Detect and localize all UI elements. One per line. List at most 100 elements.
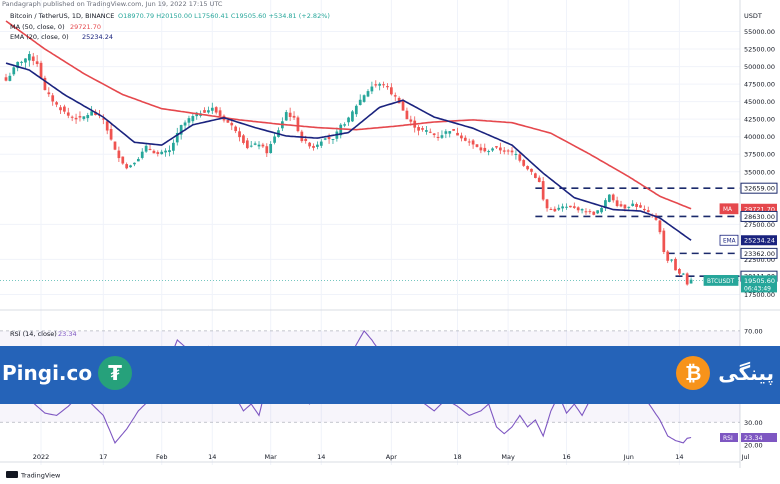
symbol-title[interactable]: Bitcoin / TetherUS, 1D, BINANCE xyxy=(10,12,114,20)
candle-body xyxy=(358,99,362,106)
candle-body xyxy=(47,92,51,95)
candle-body xyxy=(526,166,529,170)
price-axis-tick: 55000.00 xyxy=(744,28,775,36)
price-axis-tick: 52500.00 xyxy=(744,46,775,54)
rsi-legend-value: 23.34 xyxy=(58,330,77,338)
candle-body xyxy=(487,151,491,153)
candle-body xyxy=(432,133,436,136)
candle-body xyxy=(491,148,494,151)
candle-body xyxy=(144,145,148,152)
candle-body xyxy=(140,151,144,158)
candle-body xyxy=(530,168,533,172)
candle-body xyxy=(565,206,568,208)
price-axis-tick: 40000.00 xyxy=(744,133,775,141)
candle-body xyxy=(133,162,136,165)
time-axis-tick: 14 xyxy=(208,453,216,461)
candle-body xyxy=(615,200,619,206)
level-price-box xyxy=(740,247,778,259)
indicator-price-label: 29721.70 xyxy=(744,205,775,213)
candle-body xyxy=(607,194,611,202)
candle-body xyxy=(654,215,658,220)
candle-body xyxy=(121,156,125,164)
brand-left[interactable]: Pingi.co ₮ xyxy=(2,352,133,394)
candle-body xyxy=(148,148,152,151)
candle-body xyxy=(245,140,249,149)
level-price-box xyxy=(740,210,778,222)
candle-body xyxy=(269,143,273,154)
bitcoin-coin-icon: ₿ xyxy=(676,356,711,390)
candle-body xyxy=(421,128,424,130)
time-axis-tick: Mar xyxy=(265,453,278,461)
candle-body xyxy=(168,150,171,153)
time-axis-tick: May xyxy=(501,453,515,461)
candle-body xyxy=(172,142,175,151)
candle-body xyxy=(4,77,8,81)
candle-body xyxy=(27,54,31,61)
level-price-label: 32659.00 xyxy=(744,185,775,193)
candle-body xyxy=(611,194,615,201)
price-axis-tick: 27500.00 xyxy=(744,221,775,229)
candle-body xyxy=(339,124,343,136)
tradingview-logo[interactable]: TradingView xyxy=(6,471,61,480)
candle-body xyxy=(210,107,214,111)
indicator-tag-label: EMA xyxy=(723,239,736,245)
brand-right[interactable]: ₿ پینگی xyxy=(670,352,774,394)
time-axis-tick: Jun xyxy=(623,453,634,461)
indicator-price-label: 25234.24 xyxy=(744,237,775,245)
indicator-price-box xyxy=(741,275,777,293)
candle-body xyxy=(288,112,292,117)
candle-body xyxy=(308,142,311,147)
ema-legend-label[interactable]: EMA (20, close, 0) xyxy=(10,33,69,41)
candle-body xyxy=(74,117,78,120)
candle-body xyxy=(596,210,600,214)
rsi-axis-tick: 70.00 xyxy=(744,327,763,335)
indicator-price-label: 19505.60 xyxy=(744,277,775,285)
candle-body xyxy=(253,143,257,145)
candle-body xyxy=(627,206,631,208)
rsi-tag-box xyxy=(720,433,738,443)
time-axis-tick: Feb xyxy=(156,453,168,461)
candle-body xyxy=(452,129,455,131)
candle-body xyxy=(12,67,16,75)
candle-body xyxy=(296,117,300,132)
candle-body xyxy=(136,158,140,162)
candle-body xyxy=(456,132,459,136)
candle-body xyxy=(662,230,666,252)
candle-body xyxy=(475,144,479,147)
candle-body xyxy=(292,115,296,118)
currency-label: USDT xyxy=(744,12,762,20)
rsi-tag-label: RSI xyxy=(723,435,733,442)
indicator-tag-box xyxy=(703,275,739,286)
candle-body xyxy=(483,147,487,152)
candle-body xyxy=(635,203,638,207)
candle-body xyxy=(66,112,70,116)
candle-body xyxy=(545,199,549,209)
level-price-label: 28630.00 xyxy=(744,213,775,221)
candle-body xyxy=(561,206,564,209)
price-axis-tick: 37500.00 xyxy=(744,151,775,159)
indicator-tag-box xyxy=(719,203,739,215)
price-axis-tick: 45000.00 xyxy=(744,98,775,106)
ema-legend-value: 25234.24 xyxy=(82,33,113,41)
candle-body xyxy=(218,110,222,116)
ohlc-values: O18970.79 H20150.00 L17560.41 C19505.60 … xyxy=(118,12,330,20)
candle-body xyxy=(674,258,677,271)
candle-body xyxy=(164,150,167,153)
price-axis-tick: 42500.00 xyxy=(744,116,775,124)
time-axis-tick: 16 xyxy=(562,453,570,461)
candle-body xyxy=(584,211,588,213)
candle-body xyxy=(471,140,475,145)
candle-body xyxy=(534,173,537,178)
candle-body xyxy=(666,251,670,261)
candle-body xyxy=(362,95,366,102)
ma-legend-label[interactable]: MA (50, close, 0) xyxy=(10,23,65,31)
time-axis-tick: 17 xyxy=(99,453,107,461)
candle-body xyxy=(378,83,382,86)
candle-body xyxy=(284,112,288,121)
rsi-legend-label[interactable]: RSI (14, close) xyxy=(10,330,57,338)
candle-body xyxy=(428,131,432,133)
candle-body xyxy=(265,146,269,154)
